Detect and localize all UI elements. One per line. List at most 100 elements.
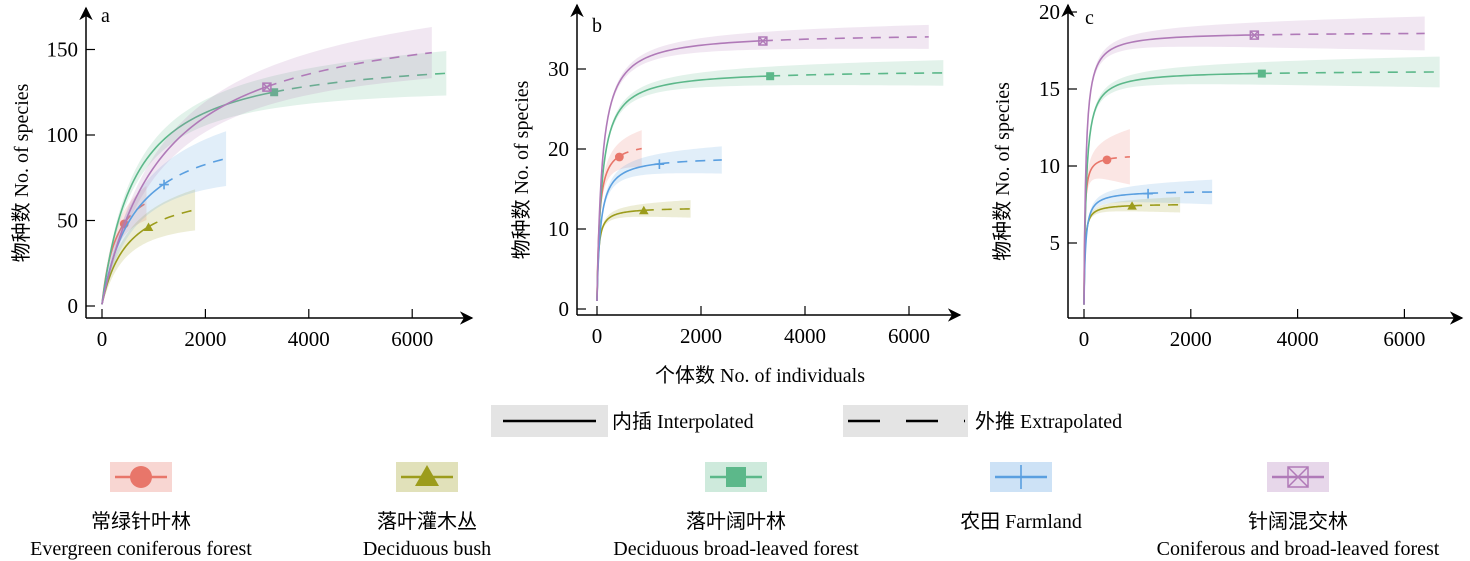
series-farmland [1083,179,1213,305]
extrapolated-line [770,72,944,77]
interpolated-line [1083,34,1255,305]
confidence-band [1084,129,1130,305]
y-axis-label: 物种数 No. of species [991,82,1014,261]
observed-marker-boxx [262,82,272,92]
panel-label: b [592,15,602,37]
interpolated-label: 内插 Interpolated [612,410,754,433]
legend-marker-triangle [415,465,439,486]
confidence-band [102,131,227,305]
panel-b: b 物种数 No. of species 0 10 20 30 0 2000 4000 6000 [510,3,962,348]
y-tick-label: 15 [1039,77,1060,101]
legend-marker-circle [130,466,152,488]
confidence-band [102,51,447,305]
series-mixed [1083,16,1425,305]
interpolated-line [596,39,763,302]
legend-item-farmland: 农田 Farmland [960,462,1082,533]
extrapolated-line [618,147,642,157]
confidence-band [1084,56,1440,305]
interpolated-line [1083,204,1133,305]
observed-marker-plus [654,159,665,169]
series-broadleaf [101,51,447,305]
series-bush [596,200,691,302]
interpolated-line [101,85,268,305]
x-tick-label: 2000 [1170,327,1212,351]
observed-marker-boxx [758,36,768,46]
series-farmland [596,146,722,302]
x-tick-label: 4000 [288,327,330,351]
x-tick-label: 6000 [888,324,930,348]
y-tick-label: 30 [548,57,569,81]
legend-name-en: Evergreen coniferous forest [30,538,252,560]
series-bush [1083,197,1181,305]
extrapolated-label: 外推 Extrapolated [975,410,1122,433]
confidence-band [597,60,944,302]
interpolated-line [1083,72,1262,305]
x-tick-label: 6000 [1383,327,1425,351]
y-tick-label: 20 [548,137,569,161]
legend-marker-plus [1009,465,1033,489]
panel-label: a [101,5,110,27]
x-tick-label: 0 [1079,327,1090,351]
extrapolated-line [123,202,147,224]
y-tick-label: 0 [559,297,570,321]
confidence-band [102,189,196,305]
legend-name-en: Deciduous bush [363,538,491,560]
confidence-band [1084,197,1181,305]
series-mixed [101,27,432,305]
legend-name-en: Coniferous and broad-leaved forest [1157,538,1440,560]
interpolated-line [596,162,660,302]
observed-marker-square [766,72,775,81]
series-legend: 常绿针叶林 Evergreen coniferous forest 落叶灌木丛 Dec… [30,462,1440,560]
series-broadleaf [1083,56,1440,305]
x-tick-label: 0 [97,327,108,351]
confidence-band [597,146,722,301]
line-type-legend: 内插 Interpolated 外推 Extrapolated [491,405,1122,437]
legend-name-cn: 农田 Farmland [960,510,1082,533]
observed-marker-boxx [1249,30,1260,40]
confidence-band [1084,179,1213,305]
y-axis-label: 物种数 No. of species [10,83,33,262]
x-tick-label: 4000 [1277,327,1319,351]
legend-item-evergreen: 常绿针叶林 Evergreen coniferous forest [30,462,252,560]
extrapolated-line [148,209,196,228]
legend-name-cn: 常绿针叶林 [91,510,191,533]
x-tick-label: 0 [592,324,603,348]
observed-marker-square [1257,69,1266,78]
confidence-band [597,200,691,301]
x-axis-label: 个体数 No. of individuals [655,364,865,387]
observed-marker-triangle [1127,201,1137,210]
y-axis-label: 物种数 No. of species [510,80,533,259]
interpolated-line [1083,192,1149,305]
y-tick-label: 50 [57,209,78,233]
interpolated-line [101,91,275,305]
series-broadleaf [596,60,944,302]
observed-marker-circle [614,152,624,162]
legend-name-cn: 落叶灌木丛 [377,510,477,533]
y-tick-label: 10 [1039,154,1060,178]
observed-marker-square [270,88,279,97]
panel-label: c [1085,7,1094,29]
y-tick-label: 5 [1050,231,1061,255]
confidence-band [597,130,642,301]
observed-marker-triangle [143,222,154,231]
extrapolated-line [163,157,227,185]
x-tick-label: 6000 [391,327,433,351]
panel-c: c 物种数 No. of species 5 10 15 20 0 2000 4000 6000 [991,0,1464,351]
legend-name-cn: 针阔混交林 [1248,510,1348,533]
interpolated-line [596,209,644,302]
y-tick-label: 150 [47,38,79,62]
extrapolated-line [643,208,691,212]
extrapolated-line [274,72,447,93]
panel-a: a 物种数 No. of species 0 50 100 150 0 2000 4000 600… [10,5,474,351]
y-tick-label: 100 [47,123,79,147]
x-tick-label: 2000 [680,324,722,348]
y-tick-label: 20 [1039,0,1060,24]
extrapolated-line [1261,71,1440,75]
y-tick-label: 0 [68,294,79,318]
legend-item-bush: 落叶灌木丛 Deciduous bush [363,462,491,560]
legend-marker-boxx [1287,466,1309,488]
interpolated-line [596,75,771,302]
legend-name-cn: 落叶阔叶林 [686,510,786,533]
y-tick-label: 10 [548,217,569,241]
